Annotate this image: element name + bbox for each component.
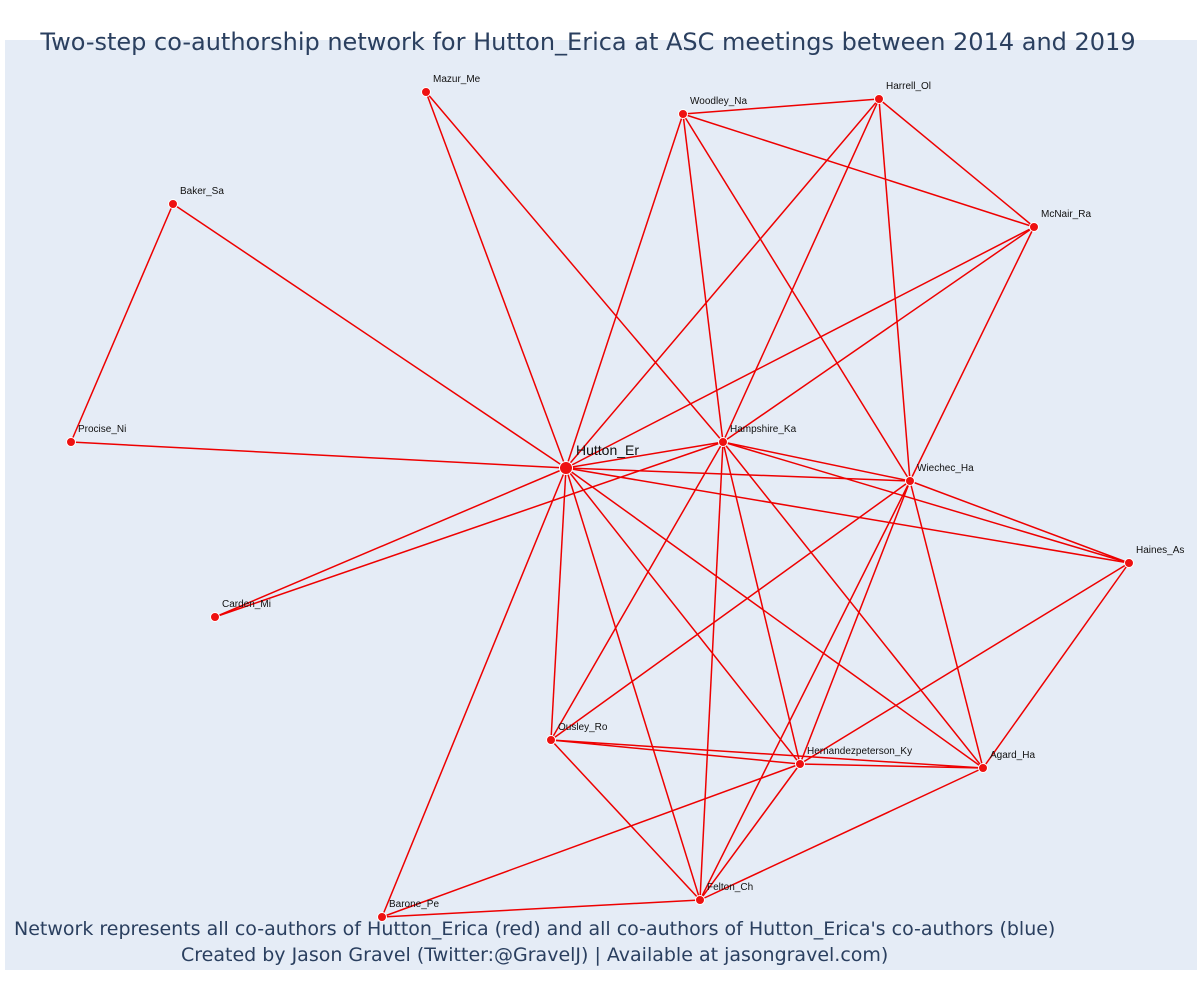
edge-Woodley_Na-McNair_Ra <box>682 113 1035 228</box>
node-label-Woodley_Na: Woodley_Na <box>690 96 748 107</box>
edge-Hutton_Er-Hernandezpeterson_Ky <box>565 467 801 765</box>
edge-Hutton_Er-Woodley_Na <box>565 113 684 469</box>
node-Procise_Ni[interactable] <box>66 437 76 447</box>
edge-Woodley_Na-Harrell_Ol <box>682 98 880 115</box>
node-label-Hampshire_Ka: Hampshire_Ka <box>730 424 797 435</box>
edge-Harrell_Ol-McNair_Ra <box>878 98 1035 228</box>
edge-Wiechec_Ha-Haines_As <box>909 480 1130 564</box>
node-Wiechec_Ha[interactable] <box>905 476 915 486</box>
node-Felton_Ch[interactable] <box>695 895 705 905</box>
edge-Hernandezpeterson_Ky-Agard_Ha <box>799 763 984 769</box>
node-label-Mazur_Me: Mazur_Me <box>433 74 481 85</box>
edge-Hutton_Er-Hampshire_Ka <box>565 441 724 469</box>
chart-title: Two-step co-authorship network for Hutto… <box>40 28 1136 56</box>
network-plot-area <box>5 40 1197 970</box>
edge-Haines_As-Hernandezpeterson_Ky <box>799 562 1130 765</box>
node-Harrell_Ol[interactable] <box>874 94 884 104</box>
edge-Hampshire_Ka-Haines_As <box>722 441 1130 564</box>
edge-Hernandezpeterson_Ky-Barone_Pe <box>381 763 801 918</box>
edge-Agard_Ha-Felton_Ch <box>699 767 984 901</box>
node-Carden_Mi[interactable] <box>210 612 220 622</box>
edge-Ousley_Ro-Felton_Ch <box>550 739 701 901</box>
edge-Hutton_Er-McNair_Ra <box>565 226 1035 469</box>
edge-Hutton_Er-Ousley_Ro <box>550 467 567 741</box>
edge-Hampshire_Ka-Agard_Ha <box>722 441 984 769</box>
caption-line-2: Created by Jason Gravel (Twitter:@Gravel… <box>181 944 889 966</box>
edge-Wiechec_Ha-Felton_Ch <box>699 480 911 901</box>
edge-Baker_Sa-Procise_Ni <box>70 203 174 443</box>
node-Mazur_Me[interactable] <box>421 87 431 97</box>
edge-Wiechec_Ha-Agard_Ha <box>909 480 984 769</box>
node-label-Carden_Mi: Carden_Mi <box>222 599 271 610</box>
edge-McNair_Ra-Wiechec_Ha <box>909 226 1035 482</box>
node-Haines_As[interactable] <box>1124 558 1134 568</box>
node-Hampshire_Ka[interactable] <box>718 437 728 447</box>
edge-Woodley_Na-Hampshire_Ka <box>682 113 724 443</box>
edge-Harrell_Ol-Hampshire_Ka <box>722 98 880 443</box>
edge-Hutton_Er-Agard_Ha <box>565 467 984 769</box>
edge-Ousley_Ro-Hernandezpeterson_Ky <box>550 739 801 765</box>
edge-Woodley_Na-Wiechec_Ha <box>682 113 911 482</box>
edge-Hutton_Er-Felton_Ch <box>565 467 701 901</box>
node-Agard_Ha[interactable] <box>978 763 988 773</box>
edge-Wiechec_Ha-Ousley_Ro <box>550 480 911 741</box>
edge-Harrell_Ol-Wiechec_Ha <box>878 98 911 482</box>
nodes-layer <box>66 87 1134 922</box>
edges-layer <box>70 91 1130 918</box>
node-Ousley_Ro[interactable] <box>546 735 556 745</box>
node-label-Felton_Ch: Felton_Ch <box>707 882 753 893</box>
edge-Hampshire_Ka-Hernandezpeterson_Ky <box>722 441 801 765</box>
edge-Hutton_Er-Barone_Pe <box>381 467 567 918</box>
edge-Hernandezpeterson_Ky-Felton_Ch <box>699 763 801 901</box>
node-label-McNair_Ra: McNair_Ra <box>1041 209 1091 220</box>
edge-Hutton_Er-Carden_Mi <box>214 467 567 618</box>
node-Woodley_Na[interactable] <box>678 109 688 119</box>
edge-Hampshire_Ka-Felton_Ch <box>699 441 724 901</box>
edge-Wiechec_Ha-Hernandezpeterson_Ky <box>799 480 911 765</box>
edge-Hampshire_Ka-Wiechec_Ha <box>722 441 911 482</box>
edge-Felton_Ch-Barone_Pe <box>381 899 701 918</box>
node-label-Haines_As: Haines_As <box>1136 545 1184 556</box>
edge-Hutton_Er-Wiechec_Ha <box>565 467 911 482</box>
edge-Haines_As-Agard_Ha <box>982 562 1130 769</box>
node-label-Harrell_Ol: Harrell_Ol <box>886 81 931 92</box>
node-label-Barone_Pe: Barone_Pe <box>389 899 439 910</box>
caption-line-1: Network represents all co-authors of Hut… <box>14 918 1056 940</box>
edge-Hampshire_Ka-Carden_Mi <box>214 441 724 618</box>
edge-Hutton_Er-Baker_Sa <box>172 203 567 469</box>
edge-Hutton_Er-Harrell_Ol <box>565 98 880 469</box>
node-Baker_Sa[interactable] <box>168 199 178 209</box>
node-label-Hutton_Er: Hutton_Er <box>576 442 639 458</box>
edge-Hutton_Er-Haines_As <box>565 467 1130 564</box>
edge-McNair_Ra-Hampshire_Ka <box>722 226 1035 443</box>
node-Barone_Pe[interactable] <box>377 912 387 922</box>
node-Hernandezpeterson_Ky[interactable] <box>795 759 805 769</box>
node-label-Procise_Ni: Procise_Ni <box>78 424 126 435</box>
node-label-Wiechec_Ha: Wiechec_Ha <box>917 463 974 474</box>
edge-Ousley_Ro-Agard_Ha <box>550 739 984 769</box>
edge-Hutton_Er-Mazur_Me <box>425 91 567 469</box>
node-label-Baker_Sa: Baker_Sa <box>180 186 224 197</box>
labels-layer: Hutton_Er Mazur_Me Woodley_Na Harrell_Ol McN… <box>78 74 1184 910</box>
edge-Hutton_Er-Procise_Ni <box>70 441 567 469</box>
node-Hutton_Er[interactable] <box>559 461 573 475</box>
edge-Mazur_Me-Hampshire_Ka <box>425 91 724 443</box>
node-McNair_Ra[interactable] <box>1029 222 1039 232</box>
node-label-Ousley_Ro: Ousley_Ro <box>558 722 608 733</box>
node-label-Hernandezpeterson_Ky: Hernandezpeterson_Ky <box>807 746 912 757</box>
node-label-Agard_Ha: Agard_Ha <box>990 750 1035 761</box>
edge-Hampshire_Ka-Ousley_Ro <box>550 441 724 741</box>
